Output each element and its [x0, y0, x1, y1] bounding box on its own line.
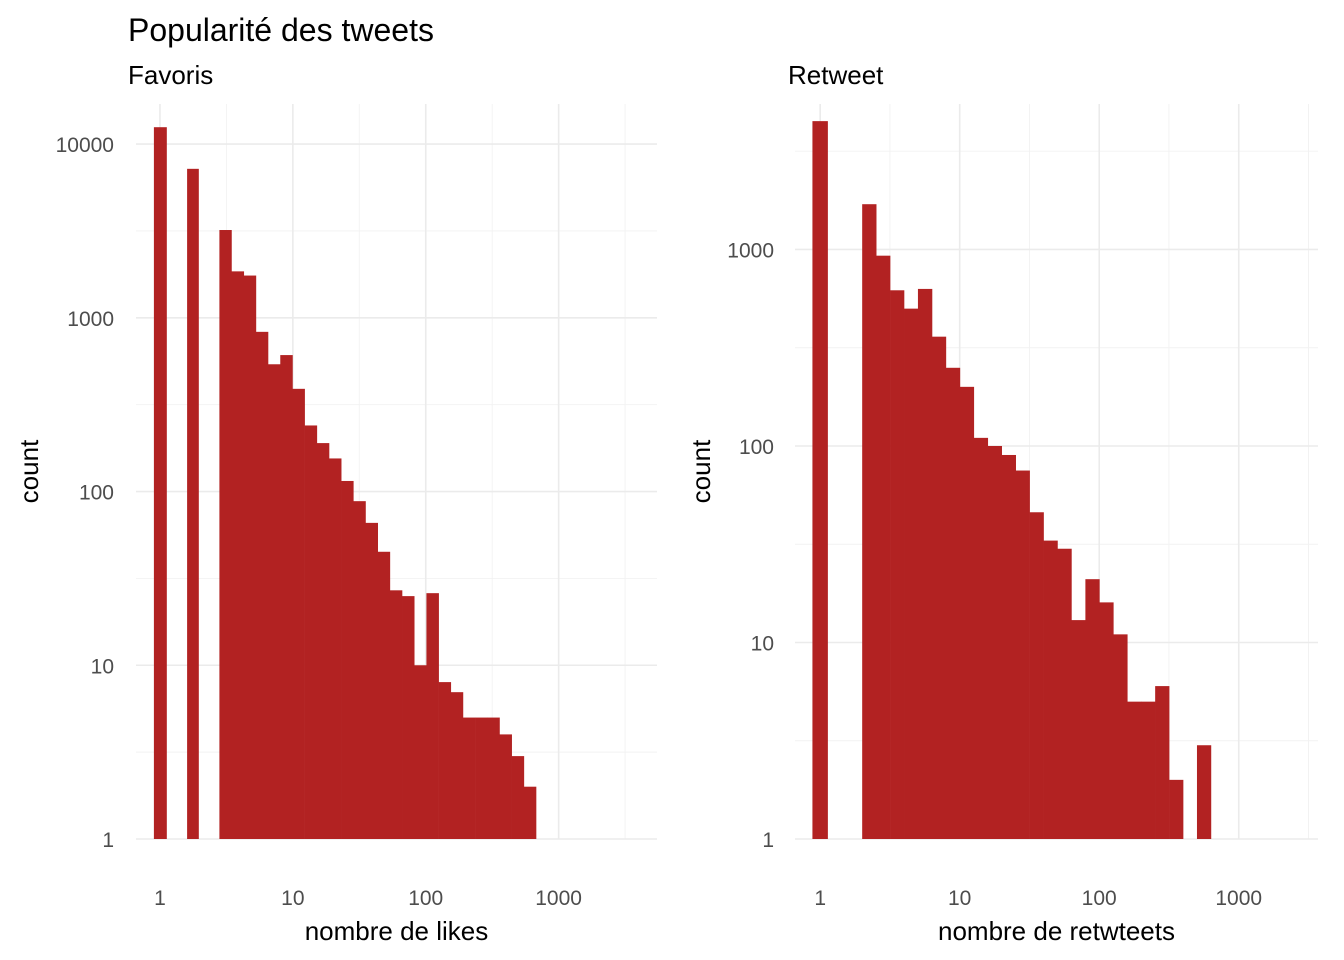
favoris-bar-9: [304, 425, 318, 839]
retweet-bar-22: [1155, 686, 1170, 839]
retweet-bar-21: [1141, 701, 1156, 839]
favoris-bar-2: [219, 230, 232, 839]
favoris-bar-14: [365, 522, 378, 839]
retweet-bar-23: [1169, 779, 1184, 839]
favoris-y-tick-label: 10000: [56, 134, 114, 157]
retweet-bar-0: [812, 121, 828, 839]
retweet-subtitle: Retweet: [788, 60, 884, 90]
favoris-bar-3: [231, 271, 245, 839]
retweet-bar-14: [1043, 540, 1058, 839]
retweet-bar-1: [862, 204, 877, 839]
favoris-bars: [153, 127, 537, 839]
favoris-y-tick-label: 100: [79, 482, 114, 505]
favoris-bar-11: [329, 458, 342, 839]
favoris-bar-6: [268, 364, 281, 839]
favoris-bar-16: [389, 590, 403, 839]
retweet-y-axis-label: count: [686, 439, 716, 503]
retweet-bar-24: [1196, 745, 1212, 839]
retweet-bar-18: [1099, 602, 1114, 839]
retweet-bar-10: [987, 445, 1002, 839]
favoris-x-tick-label: 100: [408, 887, 443, 910]
retweet-x-tick-label: 100: [1082, 887, 1117, 910]
favoris-y-tick-label: 1: [102, 829, 114, 852]
favoris-bar-22: [462, 717, 476, 839]
favoris-bar-23: [475, 717, 488, 839]
retweet-y-tick-label: 1000: [727, 239, 774, 262]
favoris-bar-20: [438, 682, 452, 839]
favoris-bar-26: [511, 756, 525, 839]
retweet-bars: [812, 121, 1212, 839]
favoris-x-axis-label: nombre de likes: [305, 916, 489, 946]
favoris-bar-25: [499, 734, 512, 839]
favoris-bar-27: [523, 786, 537, 839]
retweet-bar-2: [876, 255, 891, 839]
favoris-y-tick-label: 10: [91, 655, 114, 678]
favoris-bar-15: [377, 551, 391, 839]
retweet-bar-6: [931, 336, 947, 839]
retweet-x-tick-label: 1: [814, 887, 826, 910]
retweet-bar-16: [1071, 620, 1086, 839]
favoris-bar-1: [187, 168, 199, 839]
retweet-y-tick-label: 1: [762, 829, 774, 852]
favoris-bar-17: [402, 596, 415, 839]
favoris-subtitle: Favoris: [128, 60, 213, 90]
favoris-panel: 1 10 100 1000 1 10 100 1000 10000 Favoris nombre d…: [14, 60, 657, 946]
retweet-x-axis-label: nombre de retwteets: [938, 916, 1175, 946]
favoris-bar-7: [280, 355, 293, 839]
favoris-x-tick-label: 10: [281, 887, 304, 910]
favoris-x-tick-label: 1000: [535, 887, 582, 910]
retweet-bar-7: [945, 367, 961, 839]
favoris-bar-24: [487, 717, 500, 839]
retweet-bar-20: [1127, 701, 1142, 839]
retweet-bar-11: [1001, 454, 1016, 839]
retweet-x-tick-label: 1000: [1215, 887, 1262, 910]
favoris-bar-8: [292, 388, 305, 839]
favoris-y-axis-label: count: [14, 439, 44, 503]
retweet-bar-12: [1015, 470, 1030, 839]
retweet-bar-3: [890, 290, 905, 839]
retweet-bar-15: [1057, 548, 1072, 839]
retweet-y-tick-label: 100: [739, 436, 774, 459]
favoris-bar-4: [243, 275, 257, 839]
retweet-bar-8: [959, 386, 975, 839]
retweet-bar-19: [1113, 634, 1128, 839]
chart-title: Popularité des tweets: [128, 12, 434, 48]
retweet-bar-9: [973, 437, 989, 839]
favoris-bar-12: [341, 480, 354, 839]
favoris-bar-21: [450, 692, 464, 839]
retweet-x-tick-label: 10: [948, 887, 971, 910]
favoris-x-tick-label: 1: [154, 887, 166, 910]
favoris-bar-10: [316, 443, 330, 839]
retweet-y-tick-label: 10: [751, 632, 774, 655]
favoris-bar-5: [255, 331, 269, 839]
retweet-bar-13: [1029, 512, 1044, 839]
retweet-bar-4: [904, 308, 919, 839]
favoris-bar-19: [426, 593, 439, 839]
favoris-y-tick-label: 1000: [67, 308, 114, 331]
retweet-bar-5: [917, 288, 933, 839]
favoris-bar-18: [414, 665, 427, 839]
retweet-bar-17: [1085, 579, 1100, 839]
favoris-bar-0: [153, 127, 167, 839]
retweet-panel: 1 10 100 1000 1 10 100 1000 Retweet nombre de ret…: [686, 60, 1318, 946]
favoris-bar-13: [353, 501, 366, 839]
